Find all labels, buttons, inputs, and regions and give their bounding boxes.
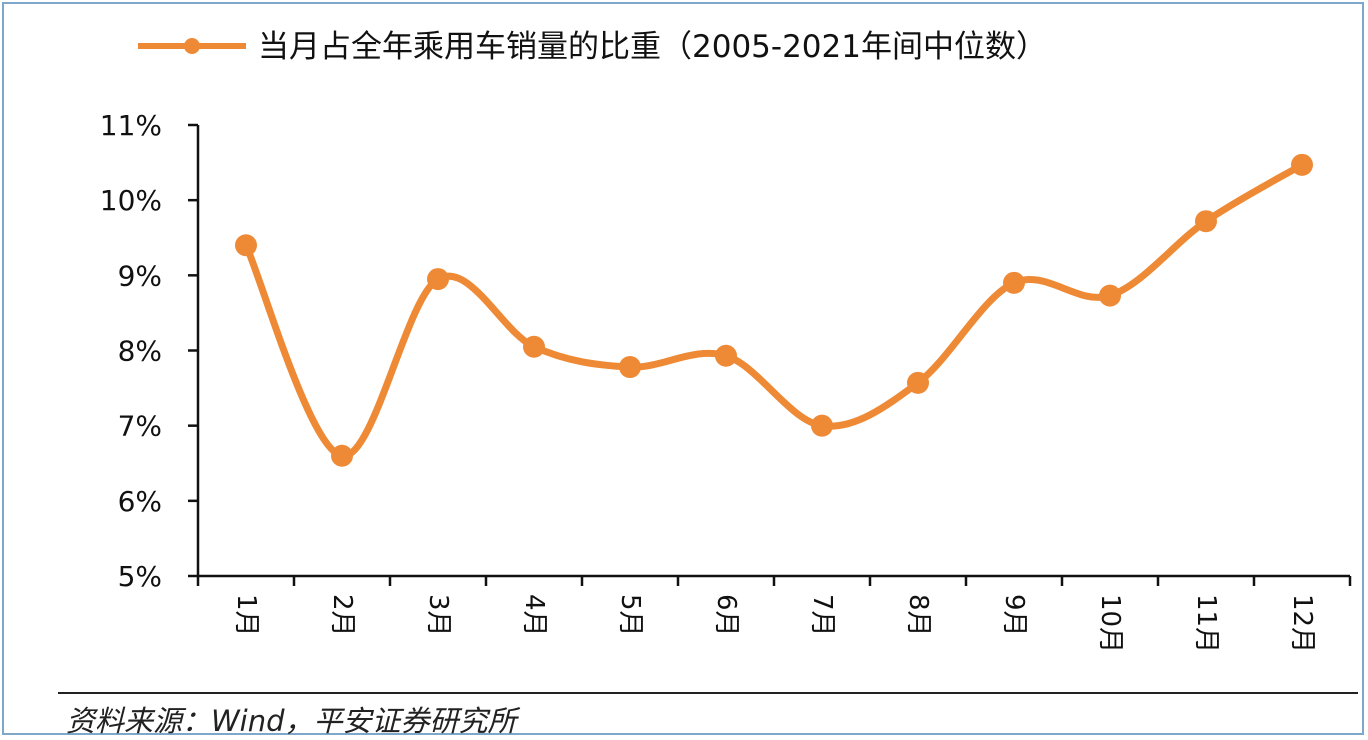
axes xyxy=(196,125,1350,578)
data-point xyxy=(907,371,929,394)
x-axis-ticks: 1月 2月 3月 4月 5月 6月 7月 8月 9月 10月 11月 12月 xyxy=(196,576,1352,653)
data-point xyxy=(1099,284,1121,307)
y-tick-label: 5% xyxy=(118,560,162,593)
data-point xyxy=(619,356,641,379)
x-tick-label: 6月 xyxy=(711,594,741,637)
y-tick-label: 10% xyxy=(100,184,162,217)
x-tick-label: 2月 xyxy=(327,594,357,637)
source-divider xyxy=(58,692,1358,694)
y-tick-label: 8% xyxy=(118,335,162,368)
x-tick-label: 4月 xyxy=(519,594,549,637)
data-point xyxy=(235,234,257,257)
x-tick-label: 8月 xyxy=(903,594,933,637)
x-tick-label: 11月 xyxy=(1191,594,1221,653)
x-tick-label: 12月 xyxy=(1287,594,1317,653)
legend-label: 当月占全年乘用车销量的比重（2005-2021年间中位数） xyxy=(258,29,1047,65)
x-tick-label: 1月 xyxy=(231,594,261,637)
data-point xyxy=(1003,271,1025,294)
x-tick-label: 9月 xyxy=(999,594,1029,637)
legend-marker xyxy=(184,38,200,54)
x-tick-label: 7月 xyxy=(807,594,837,637)
legend: 当月占全年乘用车销量的比重（2005-2021年间中位数） xyxy=(138,29,1047,65)
data-point xyxy=(427,268,449,291)
x-tick-label: 10月 xyxy=(1095,594,1125,653)
x-tick-label: 3月 xyxy=(423,594,453,637)
y-axis-ticks: 5% 6% 7% 8% 9% 10% 11% xyxy=(100,109,198,593)
y-tick-label: 6% xyxy=(118,485,162,518)
data-point xyxy=(1195,210,1217,233)
y-tick-label: 9% xyxy=(118,259,162,292)
data-point xyxy=(715,344,737,367)
x-tick-label: 5月 xyxy=(615,594,645,637)
series-points xyxy=(235,153,1313,467)
data-point xyxy=(523,335,545,358)
source-note: 资料来源：Wind，平安证券研究所 xyxy=(66,704,517,738)
y-tick-label: 11% xyxy=(100,109,162,142)
data-point xyxy=(331,444,353,467)
data-point xyxy=(811,414,833,437)
series-line xyxy=(242,161,1306,460)
y-tick-label: 7% xyxy=(118,410,162,443)
data-point xyxy=(1291,153,1313,176)
